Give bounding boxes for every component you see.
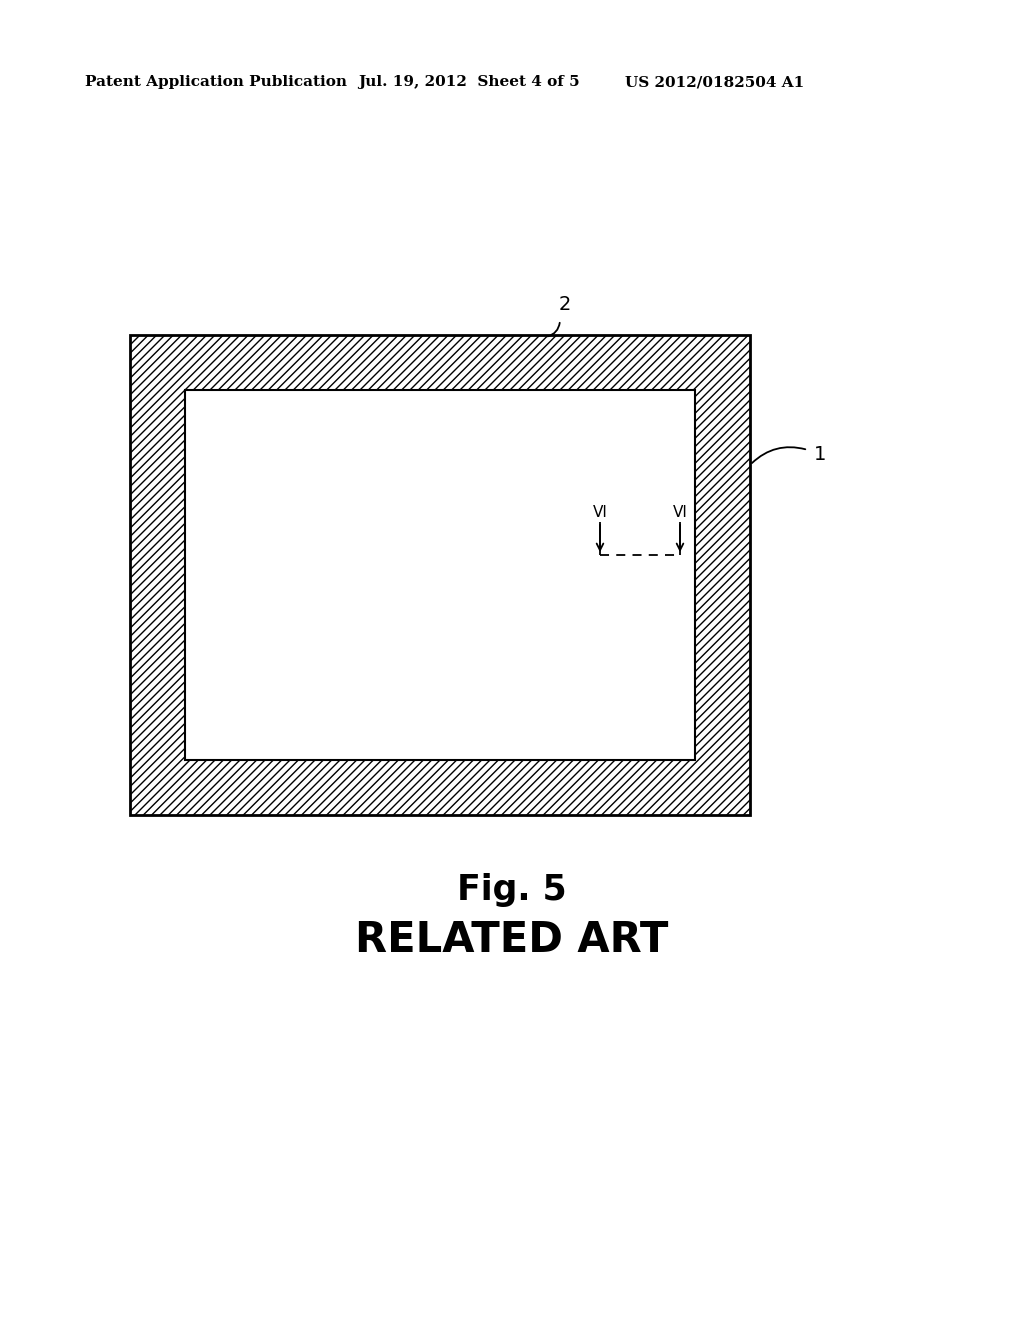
Bar (185, 389, 695, 760)
Text: 1: 1 (814, 446, 826, 465)
Text: VI: VI (593, 506, 607, 520)
Text: US 2012/0182504 A1: US 2012/0182504 A1 (625, 75, 804, 88)
Text: RELATED ART: RELATED ART (355, 919, 669, 961)
Text: VI: VI (673, 506, 687, 520)
Bar (130, 335, 750, 814)
Text: Jul. 19, 2012  Sheet 4 of 5: Jul. 19, 2012 Sheet 4 of 5 (358, 75, 580, 88)
Text: Patent Application Publication: Patent Application Publication (85, 75, 347, 88)
Text: 2: 2 (559, 296, 571, 314)
Text: Fig. 5: Fig. 5 (457, 873, 567, 907)
